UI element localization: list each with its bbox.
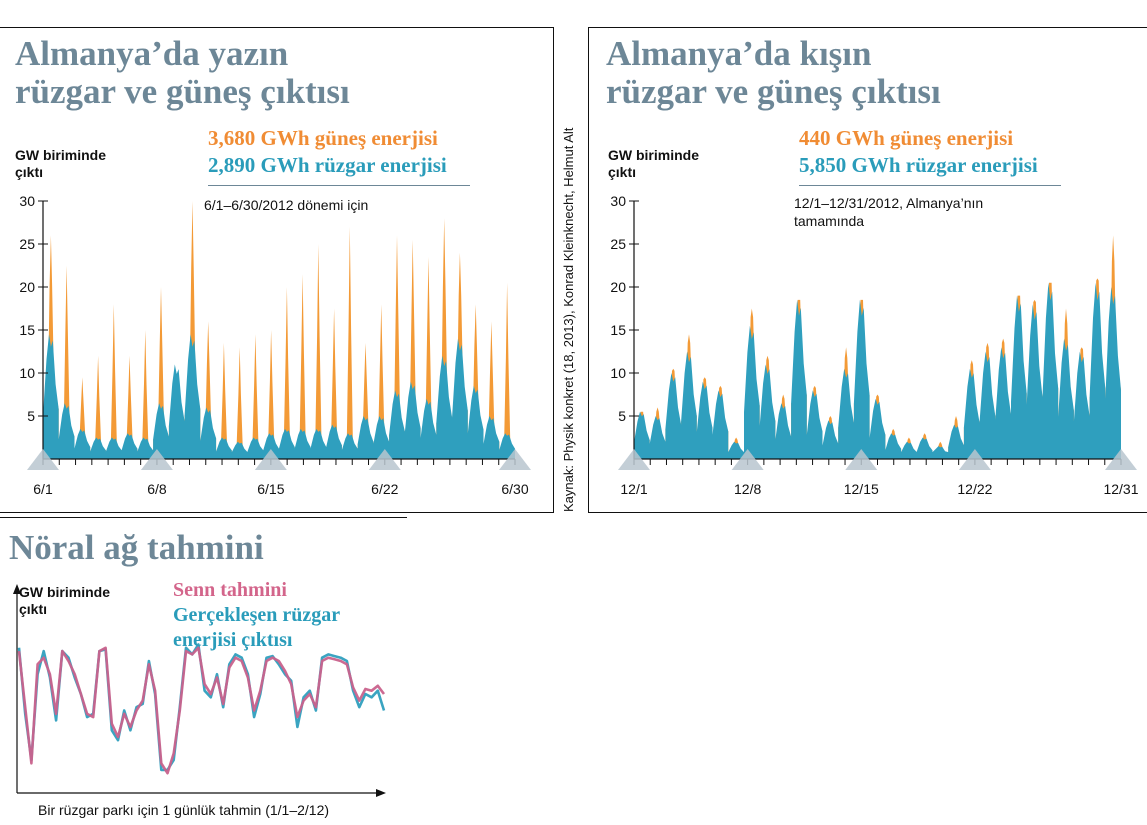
winter-y-tick-label: 5	[618, 408, 626, 424]
neural-section-rule	[0, 517, 407, 518]
neural-line-chart	[13, 584, 386, 797]
winter-legend-rule	[799, 185, 1061, 186]
summer-title-line1: Almanya’da yazın	[15, 34, 289, 73]
winter-y-tick-label: 30	[610, 193, 626, 209]
winter-x-tick-label: 12/8	[734, 481, 761, 497]
neural-x-axis-arrow	[376, 789, 386, 797]
summer-ylabel-line1: GW biriminde	[15, 147, 106, 163]
winter-legend-solar: 440 GWh güneş enerjisi	[799, 126, 1014, 150]
winter-week-marker	[1105, 449, 1137, 470]
summer-ylabel-line2: çıktı	[15, 164, 44, 180]
summer-area-chart: 5 10 15 20 25 30 6/1 6/8 6/15 6/22 6/30	[19, 193, 531, 497]
winter-area-chart: 5 10 15 20 25 30 12/1 12/8 12/15 12/22 12/31	[610, 193, 1138, 497]
winter-y-tick-label: 25	[610, 236, 626, 252]
winter-title: Almanya’da kışın rüzgar ve güneş çıktısı	[606, 35, 941, 111]
winter-note-line1: 12/1–12/31/2012, Almanya’nın	[794, 195, 984, 211]
summer-x-tick-label: 6/15	[257, 481, 284, 497]
winter-y-tick-label: 15	[610, 322, 626, 338]
summer-x-tick-label: 6/22	[371, 481, 398, 497]
summer-y-tick-label: 10	[19, 365, 35, 381]
summer-y-tick-label: 20	[19, 279, 35, 295]
summer-x-tick-label: 6/30	[501, 481, 528, 497]
summer-y-tick-label: 5	[27, 408, 35, 424]
summer-week-marker	[140, 449, 173, 470]
summer-x-tick-label: 6/1	[33, 481, 53, 497]
neural-x-axis-label: Bir rüzgar parkı için 1 günlük tahmin (1…	[38, 802, 330, 818]
neural-ylabel-line2: çıktı	[19, 601, 48, 617]
winter-x-tick-label: 12/22	[957, 481, 992, 497]
summer-legend-wind: 2,890 GWh rüzgar enerjisi	[208, 153, 447, 177]
summer-week-marker	[254, 449, 287, 470]
summer-legend: 3,680 GWh güneş enerjisi 2,890 GWh rüzga…	[208, 125, 447, 179]
winter-legend-wind: 5,850 GWh rüzgar enerjisi	[799, 153, 1038, 177]
summer-title-line2: rüzgar ve güneş çıktısı	[15, 72, 350, 111]
winter-period-note: 12/1–12/31/2012, Almanya’nın tamamında	[794, 194, 983, 230]
neural-y-axis-label: GW biriminde çıktı	[19, 584, 110, 618]
neural-title: Nöral ağ tahmini	[9, 528, 264, 567]
neural-legend-actual-line1: Gerçekleşen rüzgar	[173, 604, 341, 626]
summer-x-tick-label: 6/8	[147, 481, 167, 497]
neural-forecast-line	[17, 646, 386, 775]
winter-chart-panel: Almanya’da kışın rüzgar ve güneş çıktısı…	[588, 27, 1147, 513]
summer-y-tick-label: 30	[19, 193, 35, 209]
winter-week-marker	[618, 449, 650, 470]
neural-ylabel-line1: GW biriminde	[19, 584, 110, 600]
source-note: Kaynak: Physik konkret (18, 2013), Konra…	[561, 127, 576, 512]
winter-title-line1: Almanya’da kışın	[606, 34, 872, 73]
winter-week-marker	[731, 449, 764, 470]
winter-title-line2: rüzgar ve güneş çıktısı	[606, 72, 941, 111]
summer-solar-area	[43, 201, 515, 459]
winter-y-tick-label: 20	[610, 279, 626, 295]
neural-legend: Senn tahmini Gerçekleşen rüzgar enerjisi…	[173, 578, 340, 653]
summer-legend-solar: 3,680 GWh güneş enerjisi	[208, 126, 438, 150]
winter-x-tick-label: 12/1	[620, 481, 647, 497]
neural-legend-actual-line2: enerjisi çıktısı	[173, 629, 293, 651]
summer-title: Almanya’da yazın rüzgar ve güneş çıktısı	[15, 35, 350, 111]
winter-legend: 440 GWh güneş enerjisi 5,850 GWh rüzgar …	[799, 125, 1038, 179]
neural-y-axis-arrow	[13, 584, 21, 594]
winter-ylabel-line2: çıktı	[608, 164, 637, 180]
winter-y-axis-label: GW biriminde çıktı	[608, 147, 699, 181]
summer-wind-area	[43, 334, 515, 459]
winter-wind-area	[634, 282, 1121, 459]
winter-week-marker	[958, 449, 991, 470]
summer-y-tick-label: 15	[19, 322, 35, 338]
summer-chart-panel: Almanya’da yazın rüzgar ve güneş çıktısı…	[0, 27, 554, 513]
summer-period-note: 6/1–6/30/2012 dönemi için	[204, 196, 368, 214]
winter-week-marker	[845, 449, 878, 470]
winter-y-tick-label: 10	[610, 365, 626, 381]
winter-note-line2: tamamında	[794, 213, 865, 229]
summer-note-line1: 6/1–6/30/2012 dönemi için	[204, 197, 369, 213]
winter-x-tick-label: 12/15	[844, 481, 879, 497]
summer-y-tick-label: 25	[19, 236, 35, 252]
summer-legend-rule	[208, 185, 470, 186]
winter-x-tick-label: 12/31	[1103, 481, 1138, 497]
winter-ylabel-line1: GW biriminde	[608, 147, 699, 163]
summer-week-marker	[27, 449, 59, 470]
summer-y-axis-label: GW biriminde çıktı	[15, 147, 106, 181]
summer-week-marker	[368, 449, 401, 470]
neural-legend-forecast: Senn tahmini	[173, 579, 287, 601]
summer-week-marker	[499, 449, 531, 470]
